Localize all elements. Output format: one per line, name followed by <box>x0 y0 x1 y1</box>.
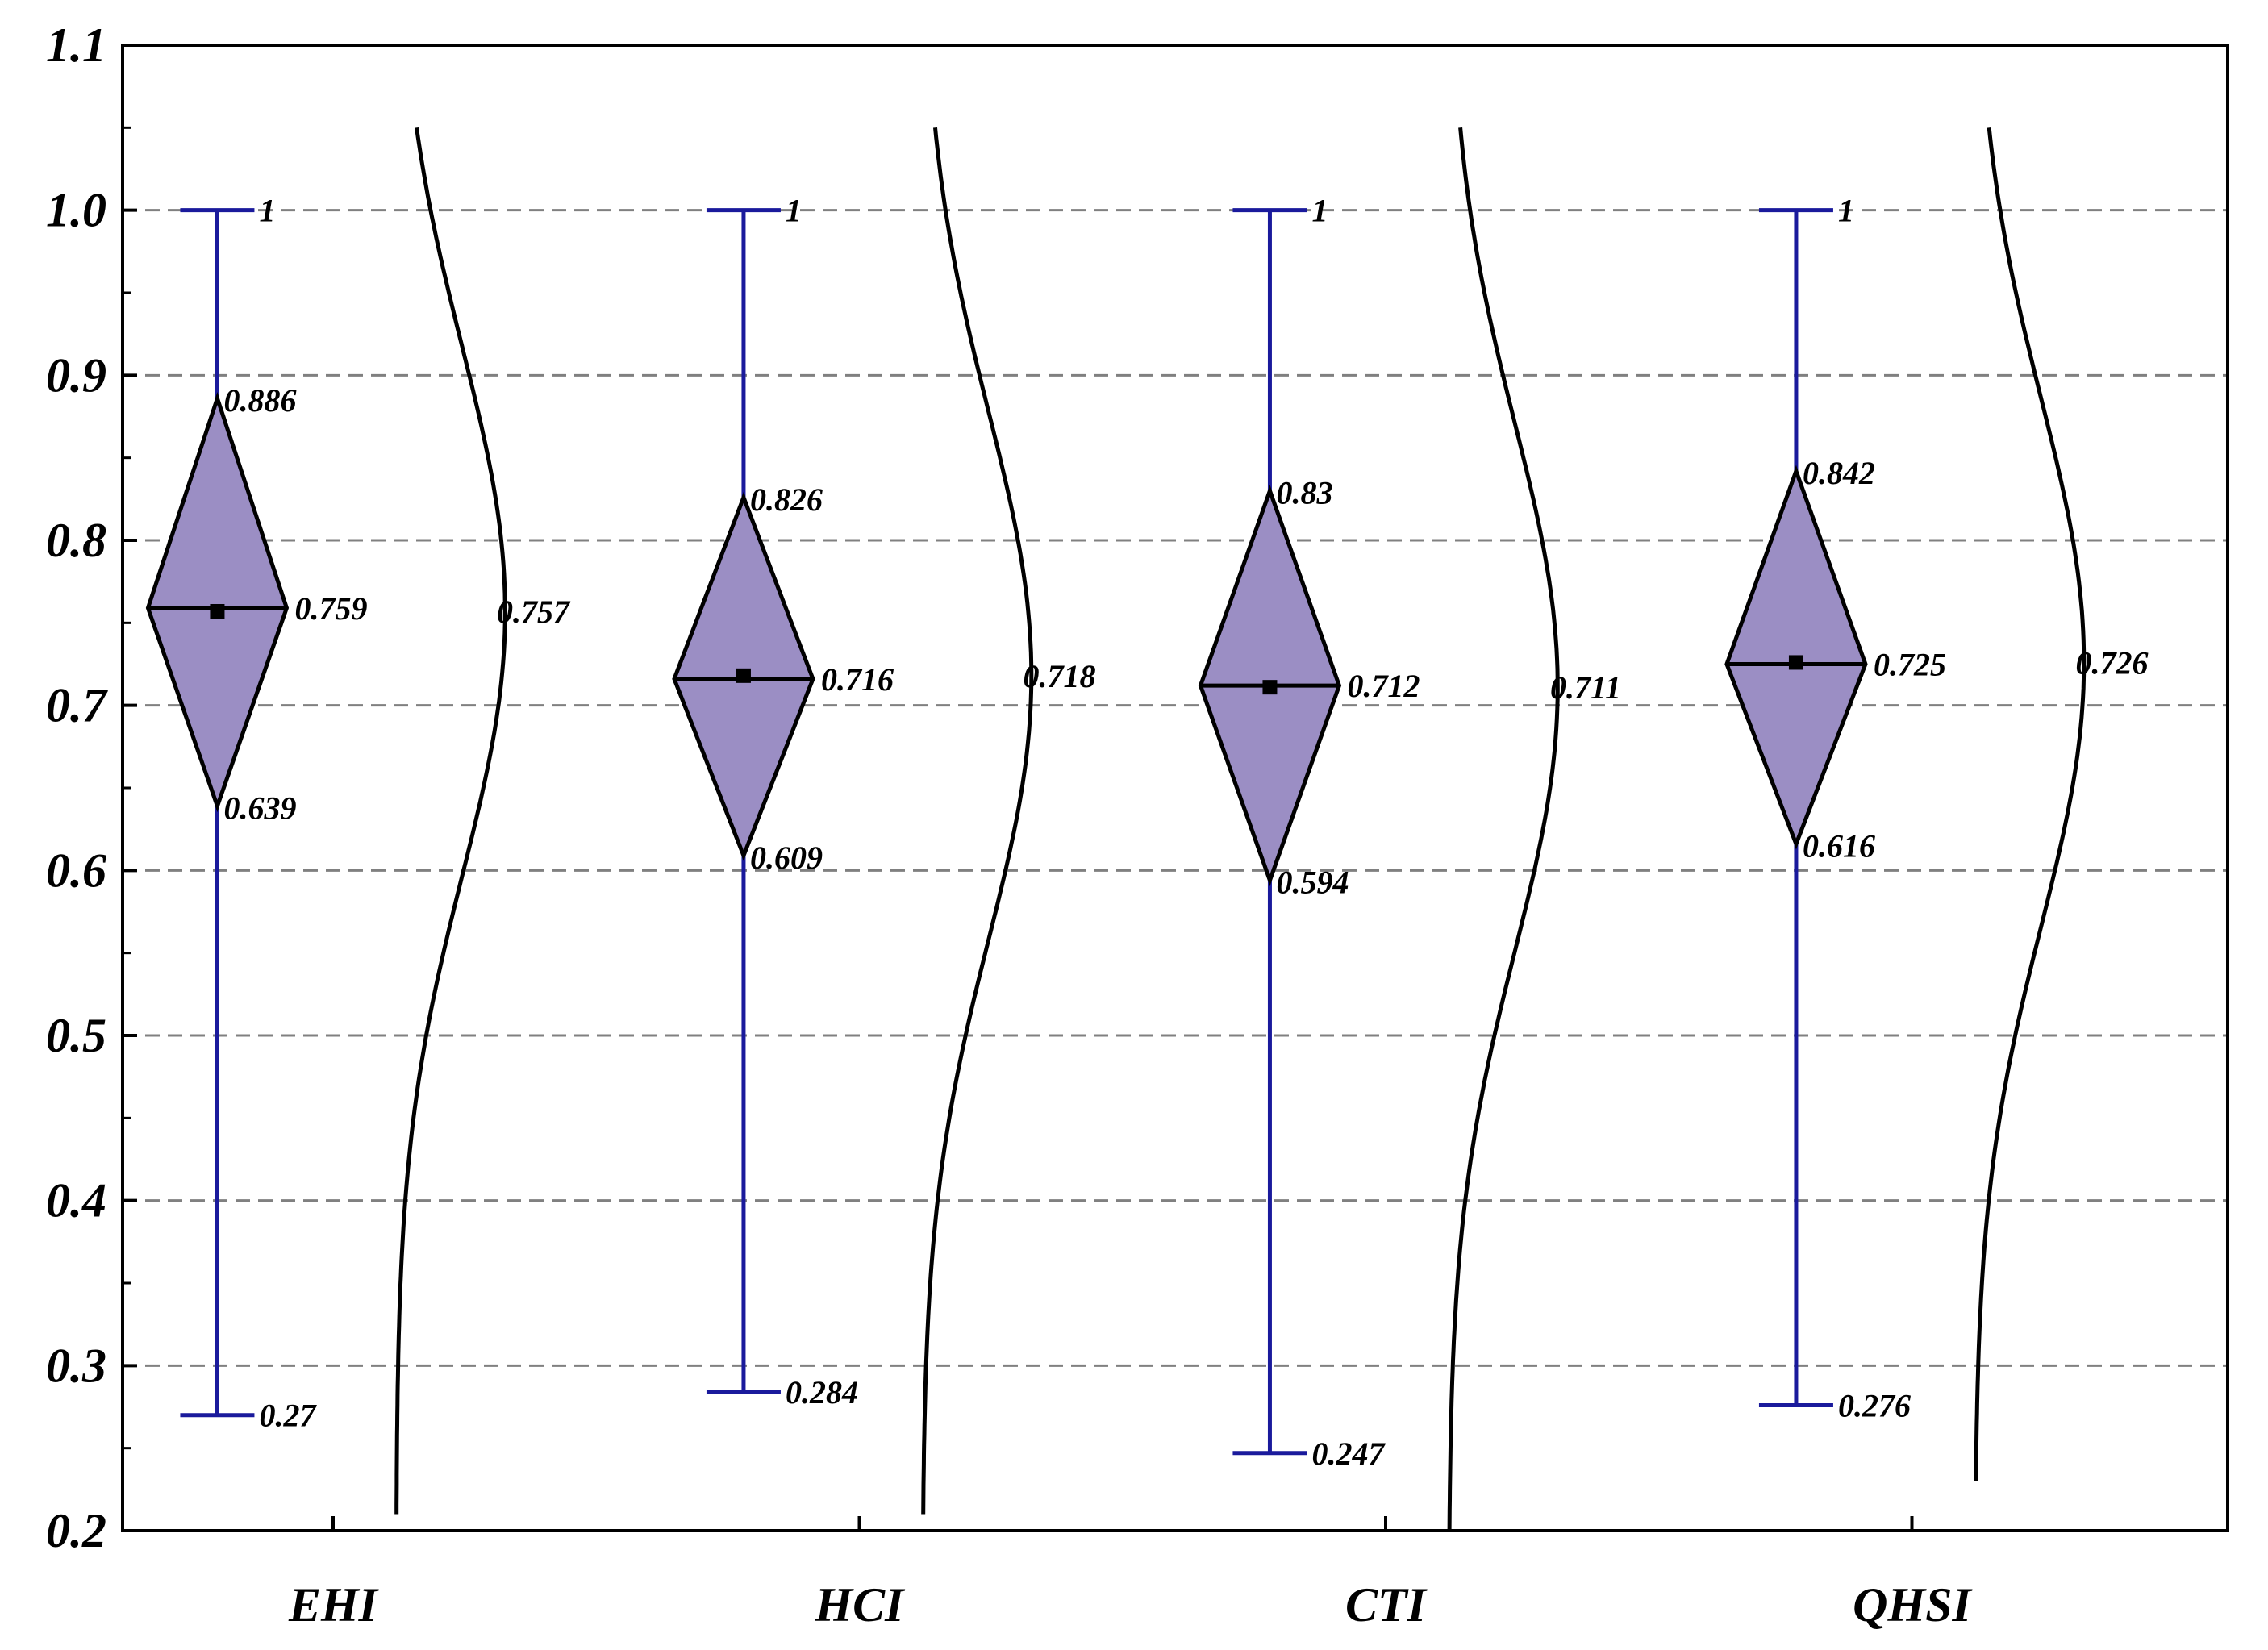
distribution-curve-ehi <box>394 127 507 1515</box>
x-tick-label: EHI <box>288 1578 380 1631</box>
label-mean-ehi: 0.757 <box>497 594 571 630</box>
x-tick-label: CTI <box>1345 1578 1428 1631</box>
mean-marker-qhsi <box>1788 655 1803 670</box>
data-labels: 1 0.886 0.759 0.639 0.27 0.757 1 0.826 0.716 0.60… <box>223 193 2148 1472</box>
label-min-ehi: 0.27 <box>259 1398 317 1434</box>
y-tick-label: 0.6 <box>46 844 106 897</box>
label-upper-hci: 0.826 <box>750 481 823 518</box>
distribution-curves <box>394 127 2087 1531</box>
label-upper-qhsi: 0.842 <box>1803 455 1875 491</box>
label-median-cti: 0.712 <box>1347 668 1420 704</box>
mean-marker-hci <box>736 668 751 683</box>
y-tick-label: 0.5 <box>46 1009 106 1062</box>
y-tick-label: 0.4 <box>46 1174 106 1227</box>
label-upper-ehi: 0.886 <box>223 382 296 419</box>
y-tick-label: 0.9 <box>46 348 106 402</box>
label-mean-qhsi: 0.726 <box>2075 644 2148 681</box>
label-min-qhsi: 0.276 <box>1838 1387 1911 1423</box>
axes: 0.2 0.3 0.4 0.5 0.6 0.7 0.8 0.9 1.0 1.1 EHI HCI CTI Q… <box>46 19 1974 1631</box>
box-plots <box>145 208 1868 1456</box>
distribution-curve-qhsi <box>1974 127 2087 1481</box>
y-tick-label: 1.0 <box>46 184 106 237</box>
distribution-curve-cti <box>1447 127 1560 1531</box>
x-tick-label: HCI <box>814 1578 906 1631</box>
mean-marker-cti <box>1262 680 1278 695</box>
label-min-cti: 0.247 <box>1311 1435 1386 1472</box>
label-max-ehi: 1 <box>259 193 275 229</box>
label-median-qhsi: 0.725 <box>1874 647 1946 683</box>
label-upper-cti: 0.83 <box>1276 475 1332 511</box>
distribution-curve-hci <box>921 127 1034 1515</box>
label-median-hci: 0.716 <box>821 661 894 698</box>
y-tick-label: 0.7 <box>46 679 108 732</box>
y-tick-label: 0.3 <box>46 1339 106 1392</box>
y-tick-label: 0.2 <box>46 1504 106 1557</box>
label-min-hci: 0.284 <box>786 1374 858 1410</box>
diamond-ehi <box>145 392 290 813</box>
label-lower-hci: 0.609 <box>750 840 823 876</box>
label-lower-ehi: 0.639 <box>223 790 296 827</box>
label-max-qhsi: 1 <box>1838 193 1854 229</box>
label-mean-cti: 0.711 <box>1550 669 1621 706</box>
x-tick-label: QHSI <box>1853 1578 1973 1631</box>
y-tick-label: 1.1 <box>46 19 106 72</box>
label-lower-cti: 0.594 <box>1276 865 1349 901</box>
label-mean-hci: 0.718 <box>1023 658 1095 694</box>
plot-frame <box>121 44 2229 1532</box>
mean-marker-ehi <box>210 604 225 619</box>
label-max-cti: 1 <box>1311 193 1328 229</box>
grid-lines <box>123 209 2228 1367</box>
label-max-hci: 1 <box>786 193 802 229</box>
y-tick-label: 0.8 <box>46 514 106 567</box>
label-median-ehi: 0.759 <box>294 590 367 627</box>
label-lower-qhsi: 0.616 <box>1803 828 1875 865</box>
